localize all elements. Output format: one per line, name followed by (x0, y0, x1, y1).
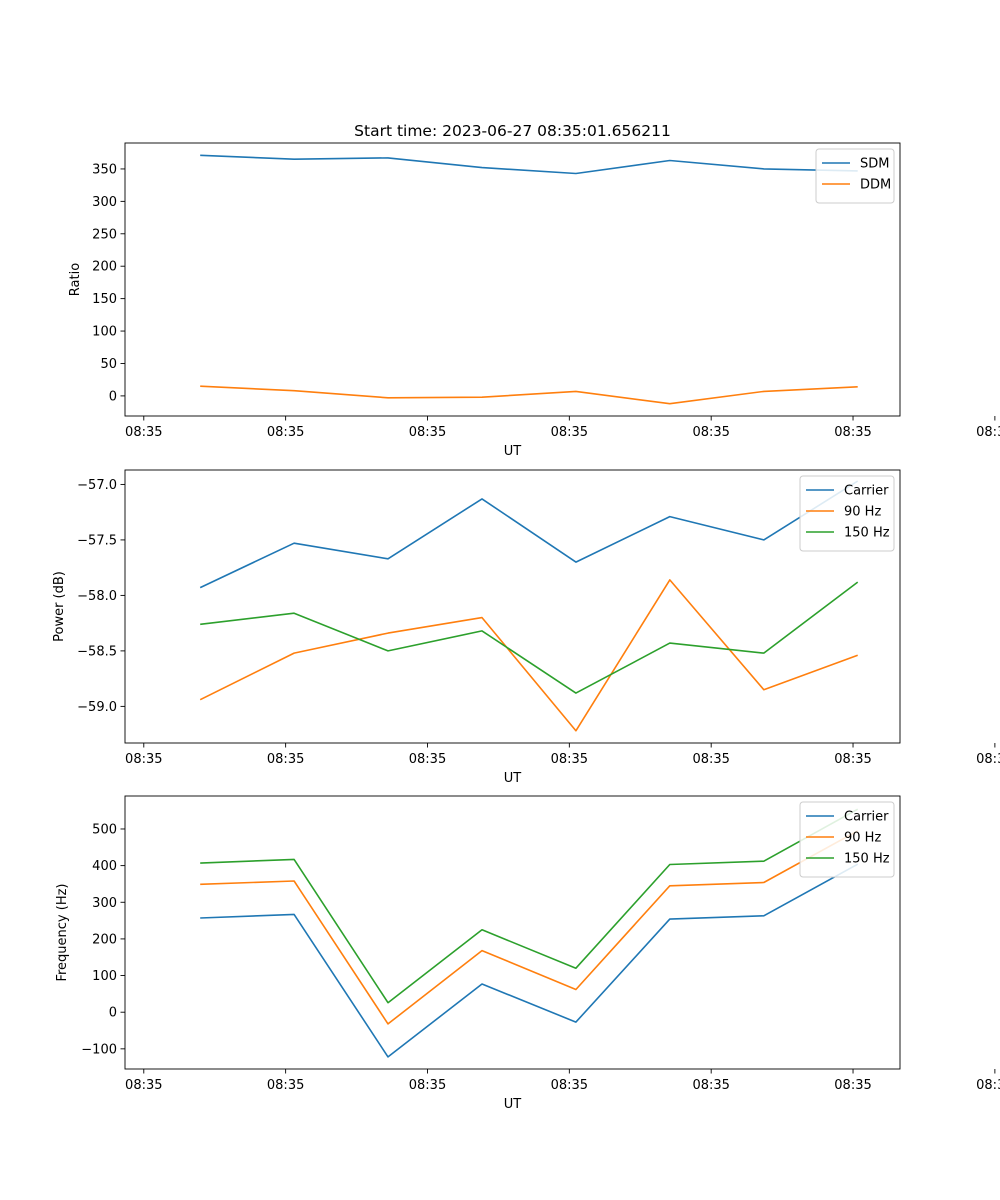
y-tick-label: 400 (92, 859, 117, 874)
y-tick-label: −59.0 (77, 700, 117, 715)
y-tick-label: −57.5 (77, 533, 117, 548)
y-tick-label: 100 (92, 325, 117, 340)
x-tick-label: 08:35 (976, 1078, 1000, 1093)
axes-frame (124, 469, 901, 744)
x-axis-label: UT (504, 444, 522, 459)
x-tick-label: 08:35 (834, 752, 871, 767)
x-tick-label: 08:35 (125, 752, 162, 767)
legend-label: 150 Hz (844, 852, 890, 867)
y-tick-label: 300 (92, 195, 117, 210)
x-tick-label: 08:35 (976, 752, 1000, 767)
y-axis-label: Power (dB) (52, 571, 67, 642)
legend-label: SDM (860, 157, 889, 172)
y-tick-label: 200 (92, 932, 117, 947)
x-tick-label: 08:35 (267, 752, 304, 767)
x-tick-label: 08:35 (125, 1078, 162, 1093)
y-tick-label: −57.0 (77, 478, 117, 493)
x-tick-label: 08:35 (409, 1078, 446, 1093)
y-tick-label: 0 (109, 1006, 117, 1021)
ratio-panel: 08:35 08:35 08:35 08:35 08:35 08:35 08:35 0 50 10… (68, 142, 1000, 459)
series-line-150-hz (200, 581, 859, 694)
x-tick-label: 08:35 (267, 425, 304, 440)
series-line-sdm (200, 154, 858, 175)
x-tick-label: 08:35 (125, 425, 162, 440)
x-axis-label: UT (504, 1097, 522, 1112)
x-tick-label: 08:35 (692, 1078, 729, 1093)
legend-label: 90 Hz (844, 505, 881, 520)
legend-label: Carrier (844, 810, 889, 825)
x-tick-label: 08:35 (692, 425, 729, 440)
y-tick-label: 500 (92, 822, 117, 837)
y-tick-label: 200 (92, 260, 117, 275)
legend-label: DDM (860, 178, 891, 193)
legend-label: 150 Hz (844, 526, 890, 541)
series-line-carrier (199, 480, 859, 589)
y-tick-label: 0 (109, 389, 117, 404)
series-line-150-hz (200, 808, 859, 1004)
x-tick-label: 08:35 (551, 752, 588, 767)
x-tick-label: 08:35 (409, 752, 446, 767)
y-tick-label: 300 (92, 896, 117, 911)
y-tick-label: −100 (81, 1042, 117, 1057)
x-tick-label: 08:35 (551, 1078, 588, 1093)
power-panel: 08:35 08:35 08:35 08:35 08:35 08:35 08:35 −59.0… (52, 469, 1000, 786)
frequency-panel: 08:35 08:35 08:35 08:35 08:35 08:35 08:35 −100 0… (55, 795, 1000, 1112)
y-axis-label: Ratio (68, 263, 83, 296)
series-line-carrier (200, 863, 859, 1058)
legend-label: 90 Hz (844, 831, 881, 846)
x-tick-label: 08:35 (551, 425, 588, 440)
legend-label: Carrier (844, 484, 889, 499)
y-axis-label: Frequency (Hz) (55, 883, 70, 981)
x-axis-label: UT (504, 771, 522, 786)
axes-frame (124, 142, 901, 417)
x-tick-label: 08:35 (692, 752, 729, 767)
series-line-90-hz (199, 579, 858, 732)
series-line-ddm (200, 385, 858, 405)
x-tick-label: 08:35 (834, 1078, 871, 1093)
x-tick-label: 08:35 (834, 425, 871, 440)
y-tick-label: 50 (100, 357, 117, 372)
y-tick-label: 250 (92, 227, 117, 242)
x-tick-label: 08:35 (409, 425, 446, 440)
x-tick-label: 08:35 (267, 1078, 304, 1093)
y-tick-label: 350 (92, 162, 117, 177)
axes-frame (124, 795, 901, 1070)
y-tick-label: −58.0 (77, 589, 117, 604)
y-tick-label: 150 (92, 292, 117, 307)
figure-title: Start time: 2023-06-27 08:35:01.656211 (354, 122, 671, 140)
series-line-90-hz (200, 830, 859, 1025)
y-tick-label: 100 (92, 969, 117, 984)
y-tick-label: −58.5 (77, 644, 117, 659)
x-tick-label: 08:35 (976, 425, 1000, 440)
